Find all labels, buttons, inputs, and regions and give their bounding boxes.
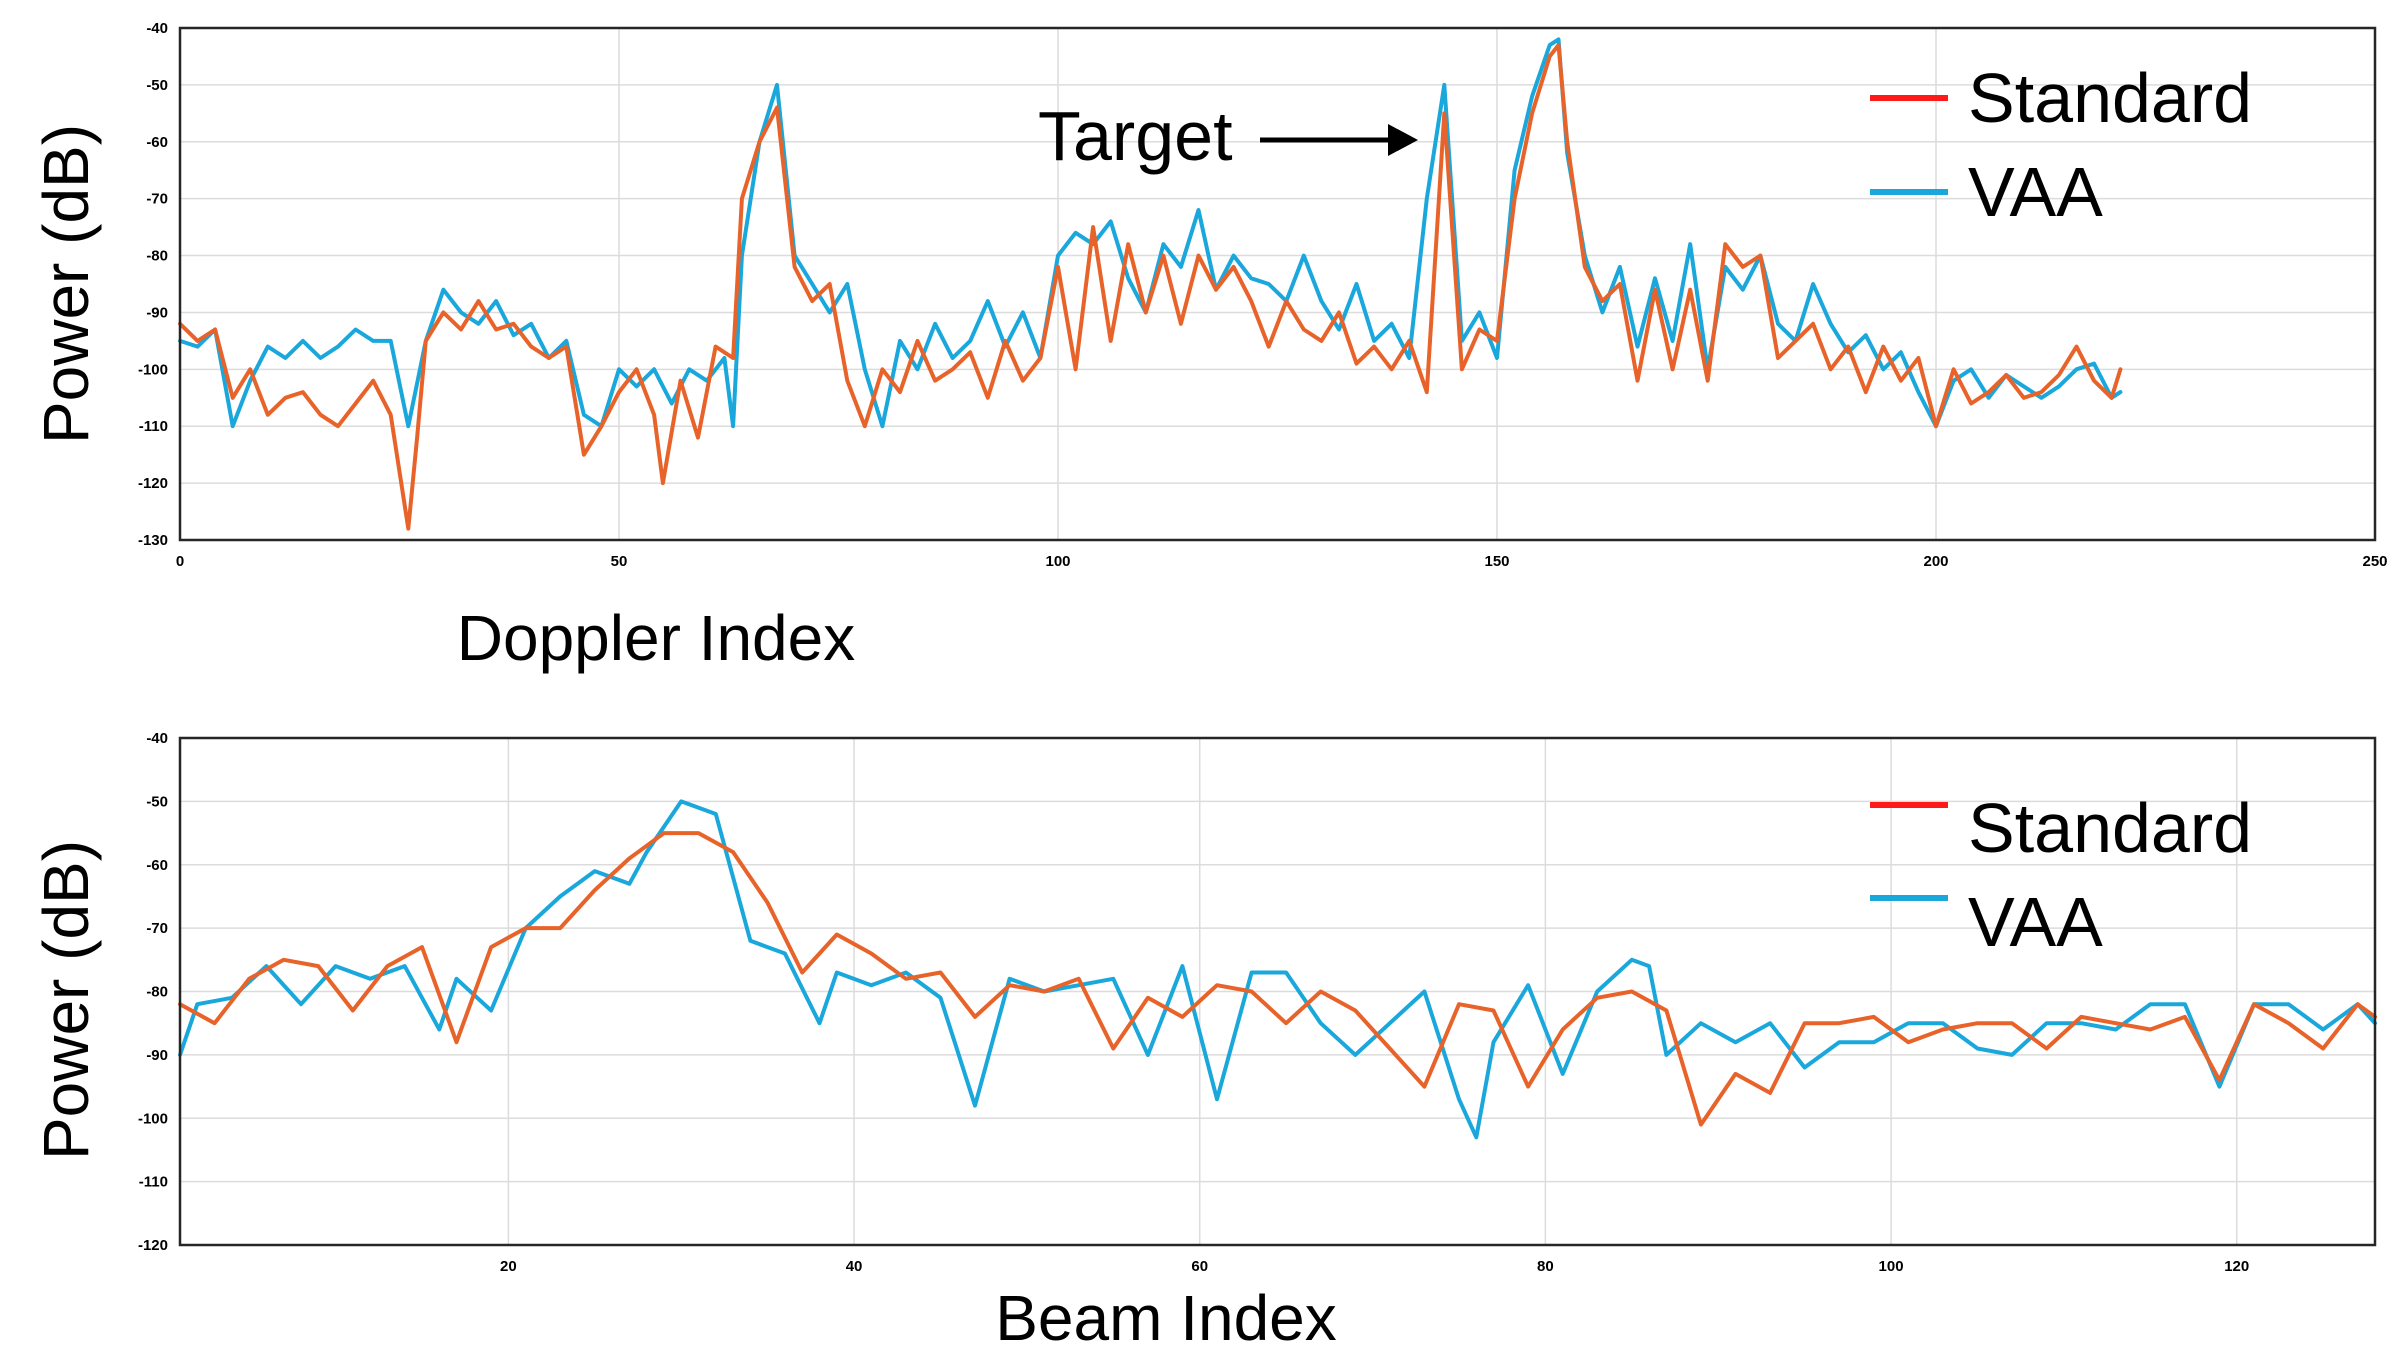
target-arrow-head	[1388, 124, 1418, 156]
doppler-legend: Standard VAA	[1870, 59, 2252, 231]
beam-y-tick-label: -40	[146, 730, 168, 747]
target-annotation-label: Target	[1038, 97, 1233, 175]
beam-standard-series-line	[178, 831, 2377, 1127]
doppler-y-tick-label: -60	[146, 134, 168, 151]
doppler-y-tick-label: -120	[138, 475, 168, 492]
beam-panel: -40 -50 -60 -70 -80 -90 -100 -110 -120 20 40 60 80 1…	[30, 730, 2377, 1354]
doppler-y-tick-label: -100	[138, 361, 168, 378]
doppler-x-tick-label: 200	[1923, 553, 1948, 570]
doppler-y-tick-label: -80	[146, 248, 168, 265]
beam-x-tick-label: 120	[2224, 1258, 2249, 1275]
beam-y-tick-label: -90	[146, 1047, 168, 1064]
beam-y-tick-label: -60	[146, 857, 168, 874]
doppler-x-tick-label: 250	[2362, 553, 2387, 570]
doppler-panel: -40 -50 -60 -70 -80 -90 -100 -110 -120 -130 0 50 10…	[30, 20, 2388, 674]
doppler-standard-series-line	[178, 43, 2123, 531]
beam-legend-standard-label: Standard	[1968, 789, 2252, 867]
beam-vaa-series-line	[178, 799, 2377, 1140]
doppler-x-tick-label: 50	[611, 553, 628, 570]
doppler-y-tick-label: -130	[138, 532, 168, 549]
beam-y-tick-label: -120	[138, 1237, 168, 1254]
doppler-y-tick-label: -110	[139, 418, 168, 435]
doppler-series	[178, 37, 2123, 531]
doppler-plot-frame	[178, 26, 2377, 542]
doppler-x-tick-label: 100	[1045, 553, 1070, 570]
doppler-x-ticks: 0 50 100 150 200 250	[176, 553, 2388, 570]
beam-y-axis-label: Power (dB)	[30, 840, 102, 1160]
beam-y-tick-label: -70	[146, 920, 168, 937]
doppler-x-axis-label: Doppler Index	[457, 602, 855, 674]
doppler-x-tick-label: 0	[176, 553, 184, 570]
beam-plot-frame	[178, 736, 2377, 1247]
beam-legend-vaa-label: VAA	[1968, 883, 2103, 961]
beam-x-tick-label: 20	[500, 1258, 517, 1275]
beam-x-ticks: 20 40 60 80 100 120	[500, 1258, 2249, 1275]
doppler-y-tick-label: -50	[146, 77, 168, 94]
doppler-legend-vaa-label: VAA	[1968, 153, 2103, 231]
doppler-y-ticks: -40 -50 -60 -70 -80 -90 -100 -110 -120 -130	[138, 20, 168, 549]
doppler-y-tick-label: -40	[146, 20, 168, 37]
doppler-y-tick-label: -70	[146, 191, 168, 208]
beam-x-tick-label: 60	[1191, 1258, 1208, 1275]
beam-y-tick-label: -50	[146, 793, 168, 810]
doppler-x-tick-label: 150	[1484, 553, 1509, 570]
doppler-y-tick-label: -90	[146, 304, 168, 321]
target-annotation: Target	[1038, 97, 1418, 175]
beam-series	[178, 799, 2377, 1140]
beam-x-tick-label: 40	[846, 1258, 863, 1275]
beam-y-tick-label: -110	[139, 1174, 168, 1191]
doppler-y-axis-label: Power (dB)	[30, 124, 102, 444]
beam-y-tick-label: -100	[138, 1110, 168, 1127]
beam-x-axis-label: Beam Index	[995, 1282, 1337, 1354]
doppler-legend-standard-label: Standard	[1968, 59, 2252, 137]
beam-x-tick-label: 100	[1879, 1258, 1904, 1275]
beam-y-tick-label: -80	[146, 984, 168, 1001]
beam-legend: Standard VAA	[1870, 789, 2252, 961]
beam-y-ticks: -40 -50 -60 -70 -80 -90 -100 -110 -120	[138, 730, 168, 1254]
beam-x-tick-label: 80	[1537, 1258, 1554, 1275]
